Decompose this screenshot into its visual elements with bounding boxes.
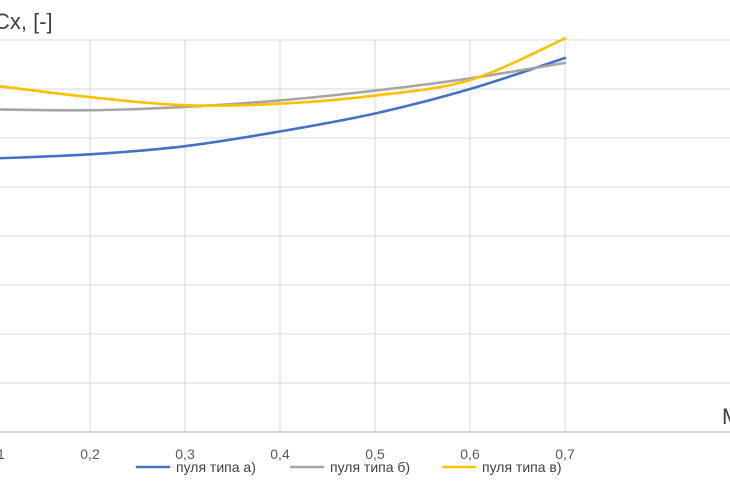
x-axis-title: M — [722, 404, 730, 429]
x-tick-labels: 0,1 0,2 0,3 0,4 0,5 0,6 0,7 — [0, 446, 575, 462]
x-tick-label: 0,5 — [365, 446, 385, 462]
x-tick-label: 0,3 — [175, 446, 195, 462]
x-tick-label: 0,4 — [270, 446, 290, 462]
series-line-2 — [0, 37, 567, 108]
legend: пуля типа а) пуля типа б) пуля типа в) — [135, 459, 562, 475]
x-tick-label: 0,6 — [460, 446, 480, 462]
series-line-0 — [0, 56, 567, 160]
x-tick-label: 0,1 — [0, 446, 5, 462]
x-tick-label: 0,2 — [80, 446, 100, 462]
x-tick-label: 0,7 — [555, 446, 575, 462]
legend-label-1: пуля типа б) — [330, 459, 410, 475]
y-axis-title: Cx, [-] — [0, 9, 53, 34]
series-lines — [0, 37, 567, 160]
legend-label-0: пуля типа а) — [176, 459, 256, 475]
series-line-1 — [0, 61, 567, 112]
gridlines — [0, 39, 730, 432]
legend-label-2: пуля типа в) — [482, 459, 562, 475]
